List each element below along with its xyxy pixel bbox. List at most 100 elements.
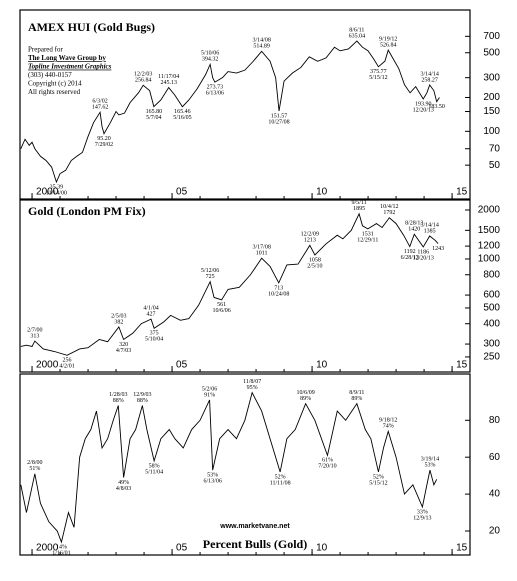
x-tick-label: 10	[316, 543, 328, 554]
annotation-value: 53%	[207, 472, 218, 478]
annotation-value: 74%	[383, 424, 394, 430]
annotation-value: 382	[114, 319, 123, 325]
credit-line: Copyright (c) 2014	[28, 80, 82, 88]
y-tick-label: 500	[483, 47, 500, 58]
annotation-date: 6/3/02	[92, 99, 107, 105]
annotation-value: 1011	[256, 251, 268, 257]
annotation-value: 95.20	[97, 136, 111, 142]
annotation-value: 193.90	[415, 101, 432, 107]
annotation-date: 5/7/04	[146, 115, 161, 121]
y-tick-label: 300	[483, 72, 500, 83]
annotation-date: 5/2/06	[202, 386, 217, 392]
annotation-value: 165.46	[174, 109, 191, 115]
annotation-date: 9/5/11	[352, 200, 367, 206]
y-tick-label: 800	[483, 269, 500, 280]
annotation-date: 6/13/06	[206, 91, 224, 97]
annotation-value: 165.80	[146, 109, 163, 115]
y-tick-label: 200	[483, 92, 500, 103]
x-tick-label: 15	[456, 543, 468, 554]
annotation-date: 6/13/06	[203, 478, 221, 484]
annotation-date: 11/11/08	[270, 480, 291, 486]
annotation-value: 245.13	[160, 80, 177, 86]
annotation-value: 49%	[118, 480, 129, 486]
annotation-date: 8/9/11	[349, 390, 364, 396]
annotation-value: 1385	[424, 228, 436, 234]
annotation-date: 1/16/01	[52, 550, 70, 556]
y-tick-label: 400	[483, 318, 500, 329]
annotation-date: 7/20/10	[318, 464, 336, 470]
x-tick-label: 05	[176, 360, 188, 371]
annotation-date: 12/20/13	[413, 255, 434, 261]
y-tick-label: 50	[489, 160, 501, 171]
y-tick-label: 40	[489, 489, 501, 500]
annotation-date: 4/8/03	[116, 486, 131, 492]
annotation-date: 8/6/11	[349, 27, 364, 33]
annotation-value: 375	[150, 331, 159, 337]
annotation-value: 52%	[373, 474, 384, 480]
annotation-date: 5/16/05	[173, 115, 191, 121]
credit-line: The Long Wave Group by	[28, 54, 106, 62]
annotation-date: 5/10/06	[201, 51, 219, 57]
y-tick-label: 60	[489, 452, 501, 463]
y-tick-label: 300	[483, 339, 500, 350]
annotation-date: 8/28/13	[405, 221, 423, 227]
annotation-value: 1792	[383, 210, 395, 216]
annotation-value: 1531	[362, 231, 374, 237]
annotation-value: 52%	[275, 474, 286, 480]
annotation-date: 9/18/12	[379, 418, 397, 424]
annotation-date: 1/28/03	[109, 392, 127, 398]
annotation-value: 1192	[404, 249, 416, 255]
panel-title: Percent Bulls (Gold)	[203, 537, 307, 551]
annotation-date: 2/5/10	[307, 263, 322, 269]
annotation-value: 183.50	[428, 104, 445, 110]
annotation-value: 256.84	[135, 78, 152, 84]
annotation-value: 394.32	[202, 57, 219, 63]
annotation-date: 5/12/06	[201, 268, 219, 274]
annotation-date: 10/24/08	[268, 291, 289, 297]
annotation-date: 10/6/06	[212, 308, 230, 314]
annotation-date: 10/6/09	[296, 390, 314, 396]
annotation-date: 2/5/03	[111, 313, 126, 319]
annotation-value: 427	[147, 311, 156, 317]
annotation-date: 2/7/00	[27, 327, 42, 333]
annotation-date: 5/15/12	[369, 480, 387, 486]
annotation-value: 89%	[351, 396, 362, 402]
x-tick-label: 2000	[36, 187, 59, 198]
credit-line: Topline Investment Graphics	[28, 63, 112, 71]
data-line	[20, 40, 440, 184]
annotation-value: 61%	[322, 458, 333, 464]
note: www.marketvane.net	[219, 523, 290, 530]
annotation-value: 273.73	[207, 85, 224, 91]
annotation-value: 147.62	[92, 105, 109, 111]
annotation-value: 58%	[149, 463, 160, 469]
y-tick-label: 1500	[478, 225, 501, 236]
panel-title: AMEX HUI (Gold Bugs)	[28, 20, 155, 34]
annotation-date: 11/14/00	[46, 190, 67, 196]
x-tick-label: 10	[316, 360, 328, 371]
panel-title: Gold (London PM Fix)	[28, 204, 146, 218]
y-tick-label: 70	[489, 143, 501, 154]
y-tick-label: 500	[483, 303, 500, 314]
data-line	[20, 212, 439, 356]
x-tick-label: 15	[456, 187, 468, 198]
credit-line: (303) 440-0157	[28, 71, 72, 79]
annotation-value: 88%	[137, 398, 148, 404]
annotation-value: 1186	[417, 249, 429, 255]
annotation-value: 1058	[309, 257, 321, 263]
annotation-date: 4/2/01	[59, 364, 74, 370]
annotation-date: 9/19/12	[379, 37, 397, 43]
annotation-value: 320	[119, 342, 128, 348]
annotation-value: 1895	[353, 206, 365, 212]
annotation-value: 35.39	[50, 184, 64, 190]
annotation-value: 258.27	[421, 77, 438, 83]
annotation-value: 1420	[408, 227, 420, 233]
y-tick-label: 2000	[478, 205, 501, 216]
annotation-value: 635.04	[349, 33, 366, 39]
annotation-value: 561	[217, 302, 226, 308]
y-tick-label: 600	[483, 290, 500, 301]
annotation-date: 3/14/14	[421, 71, 439, 77]
annotation-value: 91%	[204, 392, 215, 398]
annotation-date: 6/28/13	[401, 255, 419, 261]
x-tick-label: 2000	[36, 360, 59, 371]
